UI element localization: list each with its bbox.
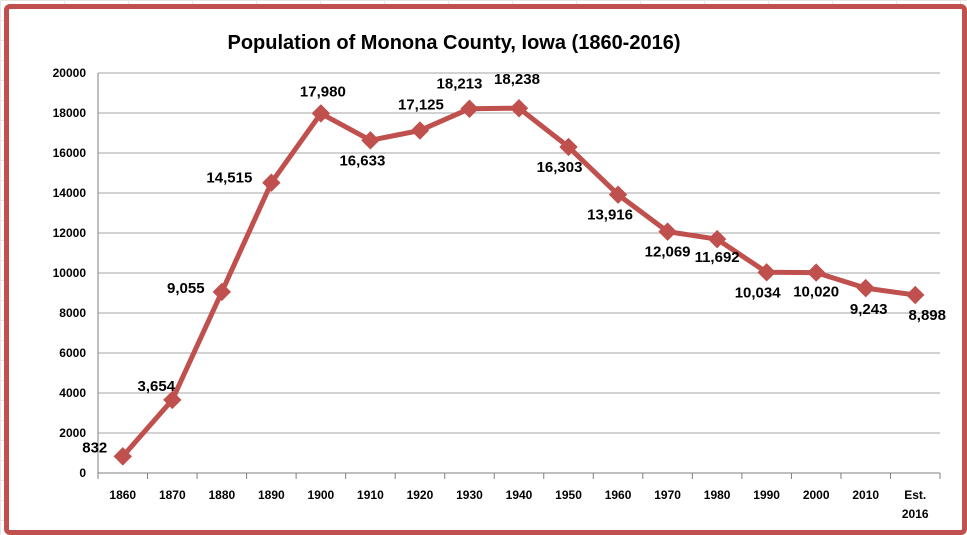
x-tick-label: 1900 bbox=[308, 488, 335, 502]
y-tick-label: 10000 bbox=[53, 266, 87, 280]
data-label: 17,125 bbox=[398, 97, 444, 114]
data-point-marker[interactable] bbox=[906, 285, 925, 305]
population-line-chart[interactable]: Population of Monona County, Iowa (1860-… bbox=[9, 9, 962, 530]
series-markers bbox=[113, 99, 925, 466]
data-point-marker[interactable] bbox=[113, 447, 132, 466]
y-tick-label: 0 bbox=[79, 466, 86, 480]
y-tick-label: 18000 bbox=[53, 106, 87, 120]
data-label: 17,980 bbox=[300, 83, 346, 100]
chart-frame[interactable] bbox=[4, 4, 967, 535]
data-point-marker[interactable] bbox=[163, 390, 182, 410]
x-tick-label: 1940 bbox=[506, 488, 533, 502]
data-label: 16,633 bbox=[339, 152, 385, 169]
data-label: 10,020 bbox=[793, 284, 839, 301]
x-tick-label: 1970 bbox=[654, 488, 681, 502]
data-point-marker[interactable] bbox=[361, 131, 380, 150]
x-axis-tick-labels: 1860 1870 1880 1890 1900 1910 1920 1930 1940 1950… bbox=[109, 488, 928, 521]
data-label: 832 bbox=[82, 439, 107, 456]
y-tick-label: 4000 bbox=[59, 386, 86, 400]
x-tick-label: 1880 bbox=[208, 488, 235, 502]
y-tick-label: 20000 bbox=[53, 66, 87, 80]
data-point-marker[interactable] bbox=[658, 222, 677, 241]
data-point-marker[interactable] bbox=[262, 173, 281, 192]
data-point-marker[interactable] bbox=[410, 121, 430, 140]
x-tick-label: 1990 bbox=[753, 488, 780, 502]
y-tick-label: 14000 bbox=[53, 186, 87, 200]
data-point-marker[interactable] bbox=[559, 137, 578, 157]
data-label: 12,069 bbox=[645, 244, 691, 261]
data-label: 16,303 bbox=[537, 159, 583, 176]
x-tick-label: 1920 bbox=[407, 488, 434, 502]
chart-title: Population of Monona County, Iowa (1860-… bbox=[228, 32, 681, 54]
data-label: 18,213 bbox=[437, 76, 483, 93]
x-tick-label: 1960 bbox=[605, 488, 632, 502]
data-point-marker[interactable] bbox=[856, 278, 875, 298]
x-tick-label: 2000 bbox=[803, 488, 830, 502]
x-tick-label: Est. 2016 bbox=[902, 488, 929, 521]
y-tick-label: 6000 bbox=[59, 346, 86, 360]
x-tick-label: 1930 bbox=[456, 488, 483, 502]
data-label: 3,654 bbox=[138, 378, 176, 395]
y-tick-label: 12000 bbox=[53, 226, 87, 240]
data-label: 18,238 bbox=[494, 71, 540, 88]
x-tick-label: 1950 bbox=[555, 488, 582, 502]
data-label: 9,243 bbox=[850, 301, 888, 318]
data-label: 11,692 bbox=[695, 249, 740, 266]
data-point-marker[interactable] bbox=[757, 263, 776, 282]
gridlines bbox=[98, 72, 940, 434]
data-label: 14,515 bbox=[206, 170, 252, 187]
x-tick-label: 1860 bbox=[109, 488, 136, 502]
data-point-marker[interactable] bbox=[212, 282, 232, 302]
data-point-marker[interactable] bbox=[509, 99, 529, 118]
population-series-line bbox=[120, 105, 916, 459]
y-axis-tick-labels: 0 2000 4000 6000 8000 10000 12000 14000 16000 180… bbox=[53, 66, 87, 480]
y-tick-label: 2000 bbox=[59, 426, 86, 440]
data-label: 10,034 bbox=[735, 284, 782, 301]
series-line bbox=[120, 105, 916, 459]
data-label: 8,898 bbox=[908, 307, 946, 324]
x-tick-label: 1910 bbox=[357, 488, 384, 502]
x-tick-label: 1980 bbox=[704, 488, 731, 502]
data-point-marker[interactable] bbox=[311, 104, 331, 123]
data-label: 13,916 bbox=[587, 207, 633, 224]
data-label: 9,055 bbox=[167, 280, 205, 297]
data-point-marker[interactable] bbox=[460, 99, 479, 118]
data-point-marker[interactable] bbox=[608, 185, 628, 204]
x-tick-label: 1890 bbox=[258, 488, 285, 502]
x-tick-label: 2010 bbox=[852, 488, 879, 502]
data-point-marker[interactable] bbox=[707, 229, 727, 249]
data-point-marker[interactable] bbox=[806, 263, 826, 282]
data-labels: 832 3,654 9,055 14,515 17,980 16,633 17,125 18,… bbox=[82, 71, 946, 456]
axes bbox=[97, 73, 941, 479]
x-tick-label: 1870 bbox=[159, 488, 186, 502]
y-tick-label: 16000 bbox=[53, 146, 87, 160]
y-tick-label: 8000 bbox=[59, 306, 86, 320]
